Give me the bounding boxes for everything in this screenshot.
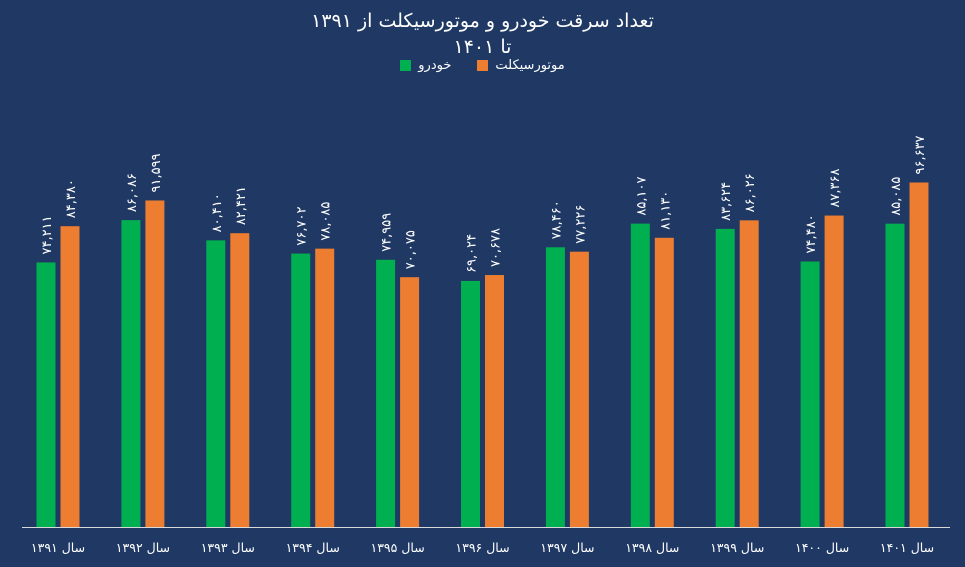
- x-tick-label: سال ۱۳۹۹: [710, 540, 764, 555]
- x-tick-label: سال ۱۳۹۸: [625, 540, 679, 555]
- legend-label-car: خودرو: [418, 58, 452, 73]
- bar-car: [545, 247, 565, 528]
- data-label-motorcycle: ۹۶,۶۳۷: [913, 135, 928, 174]
- bar-car: [885, 223, 905, 528]
- x-tick-label: سال ۱۳۹۳: [201, 540, 255, 555]
- legend-item-car: خودرو: [400, 58, 451, 73]
- data-label-car: ۷۴,۴۸۰: [804, 214, 819, 253]
- bar-motorcycle: [824, 215, 844, 527]
- bar-car: [715, 228, 735, 527]
- bar-motorcycle: [569, 251, 589, 527]
- x-tick-label: سال ۱۴۰۰: [795, 540, 849, 555]
- bar-car: [461, 280, 480, 527]
- data-label-car: ۷۴,۲۱۱: [40, 215, 55, 254]
- chart-title-line2: تا ۱۴۰۱: [453, 36, 512, 58]
- bar-motorcycle: [60, 226, 80, 528]
- bar-motorcycle: [315, 248, 335, 527]
- data-label-car: ۸۵,۰۸۵: [889, 177, 904, 216]
- data-label-motorcycle: ۸۶,۰۲۶: [743, 173, 758, 212]
- data-label-motorcycle: ۷۸,۰۸۵: [319, 202, 334, 241]
- bar-car: [630, 223, 650, 528]
- bar-car: [206, 240, 226, 527]
- x-tick-label: سال ۱۳۹۵: [370, 540, 424, 555]
- chart-title-line1: تعداد سرقت خودرو و موتورسیکلت از ۱۳۹۱: [311, 10, 654, 32]
- data-label-car: ۸۶,۰۸۶: [125, 173, 140, 212]
- data-label-car: ۶۹,۰۲۴: [465, 234, 480, 273]
- data-label-motorcycle: ۸۲,۴۲۱: [234, 186, 249, 225]
- x-tick-label: سال ۱۳۹۶: [455, 540, 509, 555]
- x-tick-label: سال ۱۳۹۴: [286, 540, 340, 555]
- x-tick-label: سال ۱۳۹۱: [31, 540, 85, 555]
- bar-car: [291, 253, 311, 527]
- x-tick-label: سال ۱۴۰۱: [880, 540, 934, 555]
- data-label-motorcycle: ۷۰,۰۷۵: [404, 230, 419, 269]
- data-label-motorcycle: ۸۴,۳۸۰: [64, 179, 79, 218]
- data-label-car: ۷۴,۹۵۹: [380, 213, 395, 252]
- legend-swatch-motorcycle: [477, 60, 489, 71]
- bar-car: [376, 259, 396, 527]
- legend-swatch-car: [400, 60, 412, 71]
- bar-motorcycle: [230, 233, 250, 527]
- bar-motorcycle: [400, 277, 420, 527]
- bar-motorcycle: [739, 220, 759, 528]
- legend-label-motorcycle: موتورسیکلت: [495, 58, 565, 73]
- bar-car: [800, 261, 820, 527]
- data-label-car: ۷۸,۴۶۰: [549, 200, 564, 239]
- bar-motorcycle: [909, 182, 929, 527]
- bar-car: [121, 220, 141, 527]
- data-label-motorcycle: ۷۷,۲۲۶: [573, 205, 588, 244]
- x-tick-label: سال ۱۳۹۷: [540, 540, 594, 555]
- bar-car: [36, 262, 56, 527]
- legend-item-motorcycle: موتورسیکلت: [477, 58, 565, 73]
- data-label-car: ۸۳,۶۲۴: [719, 182, 734, 221]
- bar-motorcycle: [485, 275, 504, 527]
- bar-motorcycle: [145, 200, 165, 527]
- data-label-motorcycle: ۸۷,۳۶۸: [828, 168, 843, 207]
- data-label-car: ۷۶,۷۰۲: [295, 207, 310, 246]
- data-label-car: ۸۰,۴۱۰: [210, 193, 225, 232]
- data-label-motorcycle: ۷۰,۶۷۸: [489, 228, 504, 267]
- data-label-motorcycle: ۸۱,۱۳۰: [658, 191, 673, 230]
- legend: خودرو موتورسیکلت: [0, 58, 965, 73]
- x-tick-label: سال ۱۳۹۲: [116, 540, 170, 555]
- data-label-car: ۸۵,۱۰۷: [634, 177, 649, 216]
- data-label-motorcycle: ۹۱,۵۹۹: [149, 153, 164, 192]
- chart-title: تعداد سرقت خودرو و موتورسیکلت از ۱۳۹۱ تا…: [0, 8, 965, 60]
- bar-motorcycle: [654, 237, 674, 528]
